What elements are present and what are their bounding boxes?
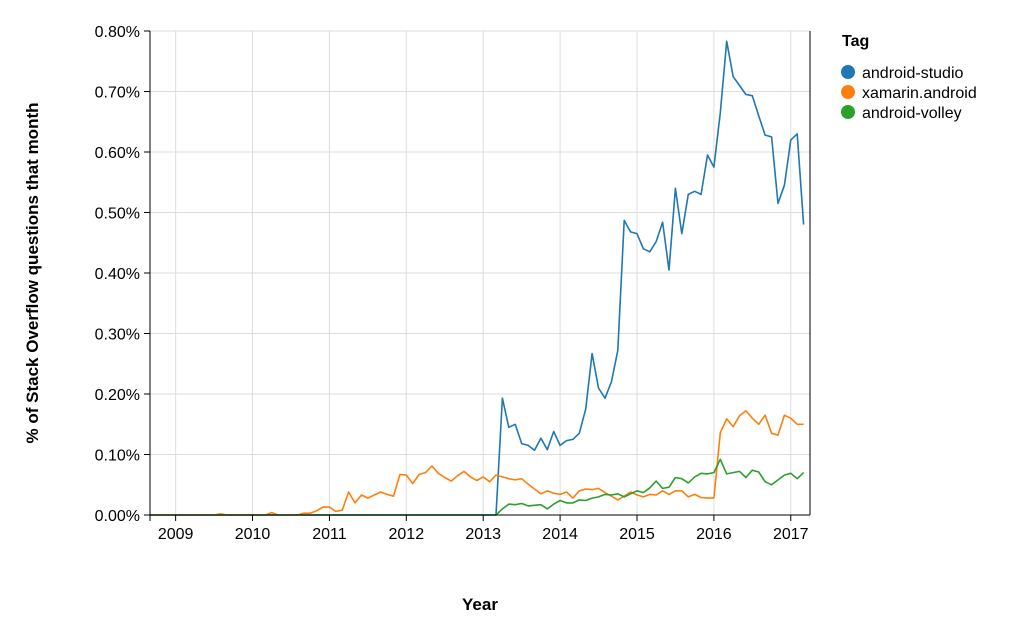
y-tick-label: 0.80%	[95, 24, 140, 41]
series-line-android-volley	[150, 458, 805, 516]
series-lines	[150, 40, 805, 516]
y-axis-title: % of Stack Overflow questions that month	[23, 103, 42, 444]
y-tick-label: 0.50%	[95, 206, 140, 223]
legend-title: Tag	[842, 33, 869, 50]
x-tick-label: 2016	[696, 526, 732, 543]
y-tick-label: 0.30%	[95, 327, 140, 344]
y-tick-label: 0.70%	[95, 85, 140, 102]
x-tick-label: 2009	[158, 526, 194, 543]
legend: Tag android-studioxamarin.androidandroid…	[841, 33, 977, 122]
legend-items: android-studio xamarin.android android-vol…	[841, 65, 977, 122]
grid	[150, 30, 810, 516]
x-tick-label: 2017	[773, 526, 809, 543]
x-axis-title: Year	[462, 595, 498, 614]
y-axis-ticks: 0.00% 0.10% 0.20% 0.30% 0.40% 0.50% 0.60% 0.70%…	[95, 24, 150, 525]
y-tick-label: 0.00%	[95, 508, 140, 525]
x-tick-label: 2011	[312, 526, 347, 543]
x-axis-ticks: 2009 2010 2011 2012 2013 2014 2015 2016 2017	[149, 515, 809, 543]
legend-swatch	[841, 65, 855, 79]
series-line-xamarin-android	[150, 410, 804, 516]
legend-label: xamarin.android	[862, 85, 977, 102]
legend-label: android-studio	[862, 65, 964, 82]
x-tick-label: 2010	[235, 526, 271, 543]
y-tick-label: 0.60%	[95, 145, 140, 162]
x-tick-label: 2013	[465, 526, 501, 543]
x-tick-label: 2015	[619, 526, 655, 543]
y-tick-label: 0.10%	[95, 448, 140, 465]
y-tick-label: 0.40%	[95, 266, 140, 283]
x-tick-label: 2014	[542, 526, 578, 543]
legend-label: android-volley	[862, 105, 962, 122]
legend-swatch	[841, 85, 855, 99]
legend-swatch	[841, 105, 855, 119]
y-tick-label: 0.20%	[95, 387, 140, 404]
series-line-android-studio	[150, 40, 805, 516]
x-tick-label: 2012	[389, 526, 425, 543]
